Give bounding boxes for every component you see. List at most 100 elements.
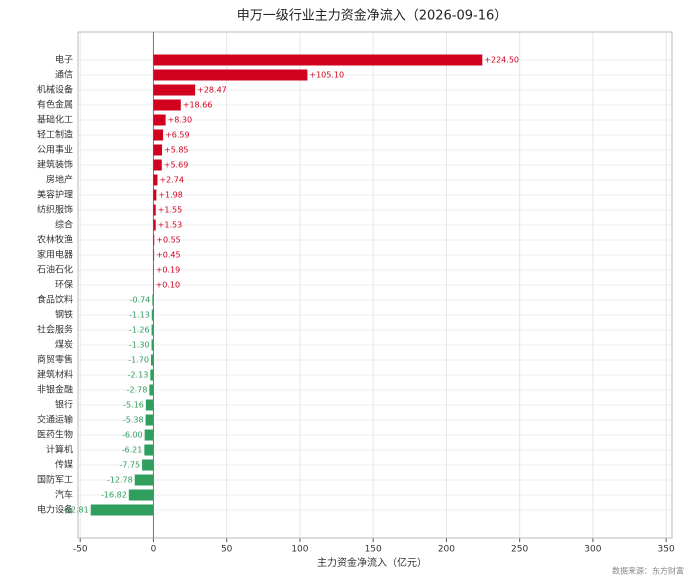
value-label: +18.66 [183,101,213,110]
x-tick-label: 250 [511,545,528,555]
bar [153,189,157,201]
bar [153,54,483,66]
y-tick-label: 环保 [55,279,73,291]
y-tick-label: 石油石化 [37,264,73,276]
bar [153,249,155,261]
x-tick-label: 0 [151,545,157,555]
plot-frame [77,31,673,539]
value-label: +0.55 [156,236,181,245]
y-tick-label: 机械设备 [37,84,73,96]
bar [153,174,158,186]
y-tick-label: 商贸零售 [37,354,73,366]
value-label: +5.69 [164,161,189,170]
bar [153,159,162,171]
value-label: -5.38 [123,416,144,425]
bar [150,354,154,366]
bar [90,504,154,516]
bar [153,114,166,126]
bar [153,219,156,231]
bar [153,204,156,216]
y-tick-label: 公用事业 [37,144,73,156]
value-label: -6.21 [122,446,143,455]
y-tick-label: 房地产 [46,174,73,186]
value-label: -16.82 [101,491,127,500]
bar [144,429,154,441]
y-tick-label: 农林牧渔 [37,234,73,246]
y-tick-label: 有色金属 [37,99,73,111]
value-label: -5.16 [123,401,144,410]
bar [151,324,154,336]
x-tick-label: -50 [73,545,88,555]
bar [134,474,154,486]
y-tick-label: 传媒 [55,459,73,471]
y-tick-label: 非银金融 [37,384,73,396]
value-label: -42.81 [63,506,89,515]
y-tick-label: 轻工制造 [37,129,73,141]
value-label: +28.47 [197,86,227,95]
bar [142,459,154,471]
bar [145,399,154,411]
bar [153,144,163,156]
y-tick-label: 电子 [55,54,73,66]
value-label: -7.75 [119,461,140,470]
source-note: 数据来源：东方财富 [612,566,684,576]
bar [128,489,154,501]
x-tick-label: 50 [221,545,233,555]
value-label: +224.50 [484,56,519,65]
y-tick-label: 综合 [55,219,73,231]
value-label: +0.45 [156,251,181,260]
bar [151,309,154,321]
value-label: +1.55 [158,206,183,215]
x-tick-label: 200 [438,545,455,555]
value-label: +2.74 [159,176,184,185]
value-label: +105.10 [309,71,344,80]
y-tick-label: 电力设备 [37,504,73,516]
y-tick-label: 钢铁 [55,309,73,321]
value-label: +6.59 [165,131,190,140]
value-label: -2.13 [128,371,149,380]
value-label: +5.85 [164,146,189,155]
value-label: -12.78 [107,476,133,485]
y-tick-label: 食品饮料 [37,294,73,306]
value-label: -0.74 [130,296,151,305]
bar [153,234,155,246]
value-label: +0.10 [156,281,181,290]
y-tick-label: 家用电器 [37,249,73,261]
bar [152,294,154,306]
value-label: +8.30 [168,116,193,125]
y-tick-label: 国防军工 [37,474,73,486]
y-tick-label: 交通运输 [37,414,73,426]
y-tick-label: 基础化工 [37,114,73,126]
y-tick-label: 纺织服饰 [37,204,73,216]
value-label: -6.00 [122,431,143,440]
x-axis-title: 主力资金净流入（亿元） [317,556,427,569]
bar [151,339,154,351]
y-tick-label: 计算机 [46,444,73,456]
chart-title: 申万一级行业主力资金净流入（2026-09-16） [237,8,508,24]
x-tick-label: 350 [658,545,675,555]
y-tick-label: 社会服务 [37,324,73,336]
value-label: -1.26 [129,326,150,335]
y-tick-label: 建筑材料 [37,369,73,381]
value-label: +0.19 [156,266,181,275]
x-tick-label: 150 [365,545,382,555]
value-label: -1.13 [129,311,150,320]
y-tick-label: 美容护理 [37,189,73,201]
y-tick-label: 煤炭 [55,339,73,351]
value-label: -2.78 [127,386,148,395]
y-tick-label: 医药生物 [37,429,73,441]
bar [153,99,181,111]
bar [150,369,154,381]
y-tick-label: 建筑装饰 [37,159,73,171]
bar [153,84,196,96]
x-tick-label: 100 [291,545,308,555]
bar [149,384,154,396]
bar [153,69,308,81]
bar [144,444,154,456]
value-label: +1.98 [158,191,183,200]
value-label: -1.30 [129,341,150,350]
bar [145,414,154,426]
bar [153,129,164,141]
value-label: +1.53 [158,221,183,230]
